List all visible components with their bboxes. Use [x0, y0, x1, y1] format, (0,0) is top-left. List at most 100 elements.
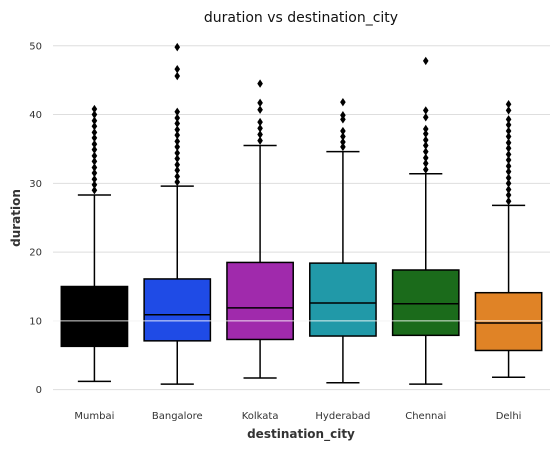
- iqr-box: [143, 278, 212, 342]
- outlier-point: [257, 98, 263, 108]
- outlier-point: [422, 124, 429, 134]
- outlier-point: [174, 107, 181, 116]
- outlier-point: [422, 113, 429, 122]
- outlier-point: [174, 160, 181, 169]
- outlier-point: [505, 138, 512, 147]
- outlier-point: [91, 128, 98, 137]
- outlier-point: [91, 104, 98, 114]
- outlier-point: [174, 125, 181, 134]
- outlier-point: [257, 105, 263, 114]
- x-axis-ticks: Mumbai Bangalore Kolkata Hyderabad Chennai De…: [74, 411, 521, 422]
- outlier-point: [91, 133, 98, 143]
- x-tick-label-delhi: Delhi: [496, 411, 522, 422]
- iqr-box: [474, 291, 543, 352]
- outlier-point: [505, 132, 512, 141]
- outlier-point: [174, 64, 181, 74]
- outlier-point: [505, 155, 512, 165]
- outlier-point: [422, 106, 429, 115]
- outlier-point: [505, 161, 512, 171]
- outlier-point: [340, 132, 346, 141]
- x-tick-label-mumbai: Mumbai: [74, 411, 114, 422]
- outlier-point: [422, 147, 429, 156]
- outlier-point: [91, 116, 98, 125]
- outlier-point: [340, 137, 346, 147]
- outlier-point: [505, 150, 512, 159]
- outlier-point: [174, 148, 181, 158]
- outlier-point: [257, 136, 263, 145]
- y-tick-label-40: 40: [29, 110, 42, 121]
- box-bangalore: [143, 42, 212, 385]
- outlier-point: [174, 166, 181, 175]
- outlier-point: [91, 122, 98, 131]
- y-tick-label-30: 30: [29, 179, 42, 190]
- box-chennai: [391, 56, 460, 385]
- iqr-box: [391, 269, 460, 337]
- y-tick-label-20: 20: [29, 248, 42, 259]
- chart-title: duration vs destination_city: [204, 10, 398, 26]
- outlier-point: [505, 144, 512, 153]
- outlier-point: [422, 159, 429, 168]
- x-tick-label-chennai: Chennai: [405, 411, 446, 422]
- x-tick-label-bangalore: Bangalore: [152, 411, 203, 422]
- outlier-point: [174, 42, 181, 52]
- outlier-point: [174, 177, 181, 187]
- outlier-point: [91, 163, 98, 172]
- x-axis-title: destination_city: [247, 427, 355, 442]
- outlier-point: [91, 139, 98, 149]
- outlier-point: [505, 173, 512, 183]
- outlier-point: [91, 151, 98, 161]
- outlier-point: [340, 97, 346, 107]
- outlier-point: [422, 153, 429, 163]
- x-tick-label-hyderabad: Hyderabad: [315, 411, 370, 422]
- outlier-point: [505, 190, 512, 200]
- y-tick-label-10: 10: [29, 316, 42, 327]
- outlier-point: [91, 168, 98, 178]
- outlier-point: [174, 137, 181, 146]
- outlier-point: [91, 180, 98, 189]
- iqr-box: [309, 262, 377, 337]
- outlier-point: [422, 141, 429, 150]
- outlier-point: [91, 157, 98, 166]
- outlier-point: [91, 186, 98, 195]
- box-mumbai: [60, 104, 129, 383]
- y-tick-label-0: 0: [36, 385, 42, 396]
- outlier-point: [505, 179, 512, 188]
- outlier-point: [174, 119, 181, 128]
- outlier-point: [340, 111, 346, 120]
- outlier-point: [422, 165, 429, 174]
- outlier-point: [505, 126, 512, 136]
- outlier-point: [422, 56, 429, 66]
- y-tick-label-50: 50: [29, 41, 42, 52]
- outlier-point: [257, 130, 263, 139]
- iqr-box: [60, 285, 129, 348]
- box-series: [60, 42, 543, 385]
- outlier-point: [174, 142, 181, 152]
- box-delhi: [474, 100, 543, 379]
- outlier-point: [174, 172, 181, 181]
- y-axis-title: duration: [9, 189, 23, 247]
- outlier-point: [505, 197, 512, 206]
- x-tick-label-kolkata: Kolkata: [242, 411, 279, 422]
- box-hyderabad: [309, 97, 377, 384]
- iqr-box: [226, 261, 294, 341]
- outlier-point: [91, 175, 98, 184]
- outlier-point: [340, 142, 346, 152]
- outlier-point: [91, 110, 98, 119]
- outlier-point: [422, 135, 429, 145]
- outlier-point: [422, 129, 429, 139]
- box-kolkata: [226, 79, 294, 379]
- outlier-point: [174, 130, 181, 140]
- outlier-point: [505, 106, 512, 115]
- outlier-point: [505, 115, 512, 124]
- outlier-point: [505, 167, 512, 176]
- outlier-point: [340, 126, 346, 136]
- outlier-point: [91, 145, 98, 154]
- outlier-point: [174, 71, 181, 81]
- outlier-point: [257, 124, 263, 133]
- outlier-point: [505, 100, 512, 109]
- outlier-point: [505, 120, 512, 130]
- outlier-point: [174, 113, 181, 123]
- outlier-point: [174, 154, 181, 163]
- outlier-point: [505, 185, 512, 194]
